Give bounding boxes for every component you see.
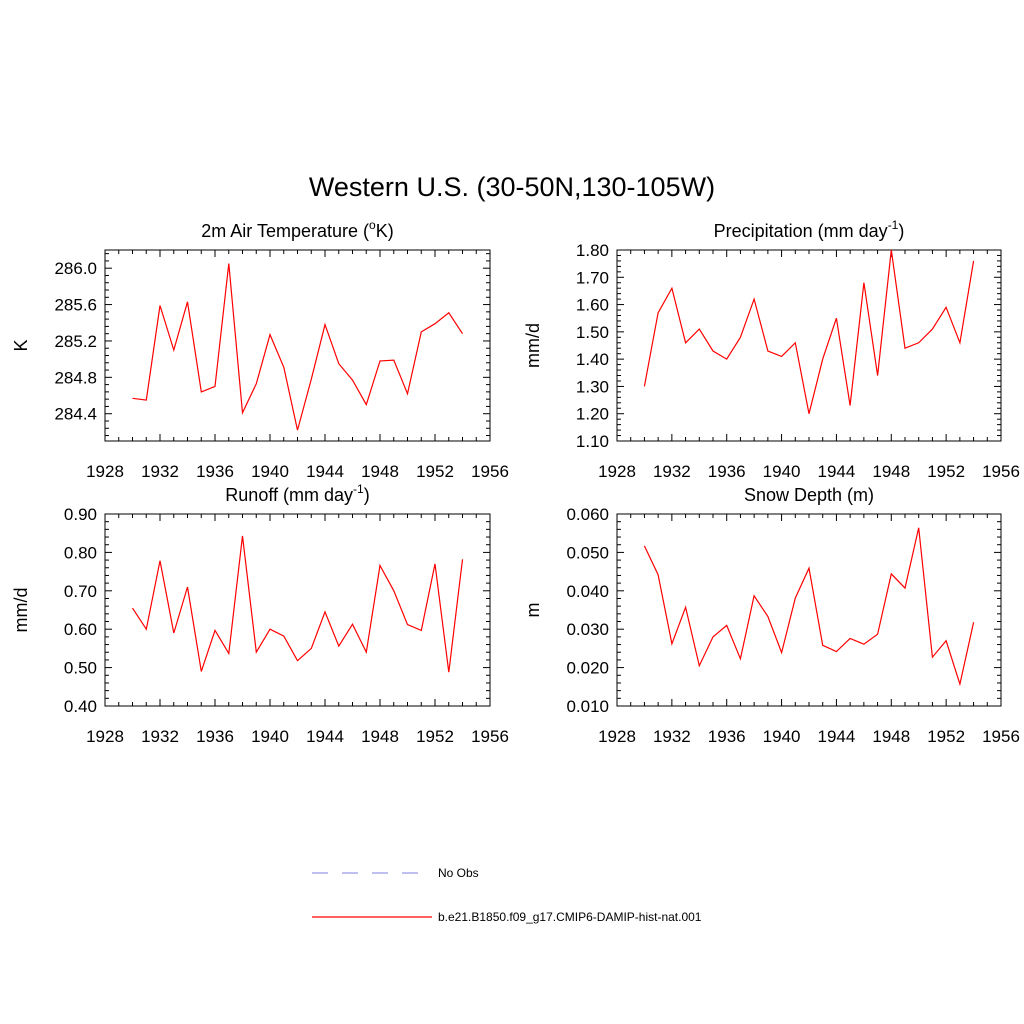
x-tick-label: 1944 (306, 462, 344, 481)
y-axis-label: m (523, 603, 543, 618)
panel-2: 1928 1932 1936 1940 1944 1948 1952 1956 1.10 1.20… (523, 218, 1020, 481)
y-tick-label: 0.90 (64, 505, 97, 524)
x-tick-label: 1948 (361, 462, 399, 481)
panels: 1928 1932 1936 1940 1944 1948 1952 1956 284.4 284… (11, 218, 1020, 746)
panel-3: 1928 1932 1936 1940 1944 1948 1952 1956 0.40 0.50… (11, 482, 509, 746)
legend-label: No Obs (438, 866, 479, 880)
x-tick-label: 1940 (251, 727, 289, 746)
legend-label: b.e21.B1850.f09_g17.CMIP6-DAMIP-hist-nat… (438, 910, 702, 924)
y-tick-label: 0.030 (566, 620, 609, 639)
legend-item-1: No Obs (312, 866, 479, 880)
x-tick-label: 1928 (598, 727, 636, 746)
x-tick-label: 1928 (86, 462, 124, 481)
plot-frame (104, 513, 491, 707)
y-tick-label: 1.50 (576, 323, 609, 342)
series-line-1 (131, 535, 464, 673)
y-axis-label: K (11, 339, 31, 351)
series-line-1 (643, 527, 975, 687)
y-tick-label: 0.60 (64, 620, 97, 639)
y-tick-label: 1.30 (576, 377, 609, 396)
panel-title: 2m Air Temperature (oK) (201, 218, 393, 241)
x-tick-label: 1948 (872, 727, 910, 746)
y-tick-label: 1.80 (576, 241, 609, 260)
y-tick-label: 0.80 (64, 543, 97, 562)
panel-title: Precipitation (mm day-1) (714, 218, 905, 241)
plot-frame (104, 249, 491, 442)
x-tick-label: 1932 (653, 727, 691, 746)
y-tick-label: 0.70 (64, 582, 97, 601)
series-line-1 (132, 263, 464, 431)
tick-marks (104, 513, 491, 707)
y-tick-label: 1.20 (576, 405, 609, 424)
x-tick-label: 1952 (927, 462, 965, 481)
y-tick-label: 1.10 (576, 432, 609, 451)
y-tick-label: 0.050 (566, 543, 609, 562)
x-tick-label: 1936 (196, 727, 234, 746)
legend: No Obs b.e21.B1850.f09_g17.CMIP6-DAMIP-hi… (312, 866, 702, 924)
x-tick-label: 1932 (141, 727, 179, 746)
y-axis-label: mm/d (523, 323, 543, 368)
legend-item-2: b.e21.B1850.f09_g17.CMIP6-DAMIP-hist-nat… (312, 910, 702, 924)
y-tick-label: 285.2 (54, 332, 97, 351)
y-tick-label: 1.60 (576, 296, 609, 315)
y-tick-label: 0.060 (566, 505, 609, 524)
tick-marks (616, 513, 1002, 707)
x-tick-label: 1932 (141, 462, 179, 481)
x-tick-label: 1940 (763, 462, 801, 481)
panel-1: 1928 1932 1936 1940 1944 1948 1952 1956 284.4 284… (11, 218, 509, 481)
x-tick-label: 1928 (86, 727, 124, 746)
x-tick-label: 1944 (818, 727, 856, 746)
y-axis-label: mm/d (11, 588, 31, 633)
x-tick-label: 1956 (471, 462, 509, 481)
panel-4: 1928 1932 1936 1940 1944 1948 1952 1956 0.010 0.0… (523, 485, 1020, 746)
x-tick-label: 1944 (306, 727, 344, 746)
x-tick-label: 1936 (708, 462, 746, 481)
y-tick-label: 286.0 (54, 259, 97, 278)
tick-marks (104, 250, 491, 441)
x-tick-label: 1952 (927, 727, 965, 746)
panel-title: Snow Depth (m) (744, 485, 874, 505)
x-tick-label: 1940 (251, 462, 289, 481)
plot-frame (616, 513, 1002, 707)
tick-marks (616, 249, 1002, 442)
y-tick-label: 1.70 (576, 268, 609, 287)
x-tick-label: 1948 (872, 462, 910, 481)
x-tick-label: 1936 (196, 462, 234, 481)
x-tick-label: 1932 (653, 462, 691, 481)
y-tick-label: 285.6 (54, 296, 97, 315)
x-tick-label: 1940 (763, 727, 801, 746)
y-tick-label: 0.040 (566, 582, 609, 601)
x-tick-label: 1944 (818, 462, 856, 481)
panel-title: Runoff (mm day-1) (225, 482, 369, 505)
x-tick-label: 1956 (982, 462, 1020, 481)
x-tick-label: 1948 (361, 727, 399, 746)
y-tick-label: 284.4 (54, 405, 97, 424)
x-tick-label: 1956 (982, 727, 1020, 746)
figure-title: Western U.S. (30-50N,130-105W) (309, 172, 715, 202)
x-tick-label: 1936 (708, 727, 746, 746)
series-line-1 (643, 249, 975, 414)
x-tick-label: 1928 (598, 462, 636, 481)
x-tick-label: 1956 (471, 727, 509, 746)
y-tick-label: 0.40 (64, 697, 97, 716)
y-tick-label: 284.8 (54, 368, 97, 387)
y-tick-label: 0.50 (64, 659, 97, 678)
x-tick-label: 1952 (416, 727, 454, 746)
y-tick-label: 1.40 (576, 350, 609, 369)
y-tick-label: 0.020 (566, 659, 609, 678)
x-tick-label: 1952 (416, 462, 454, 481)
y-tick-label: 0.010 (566, 697, 609, 716)
